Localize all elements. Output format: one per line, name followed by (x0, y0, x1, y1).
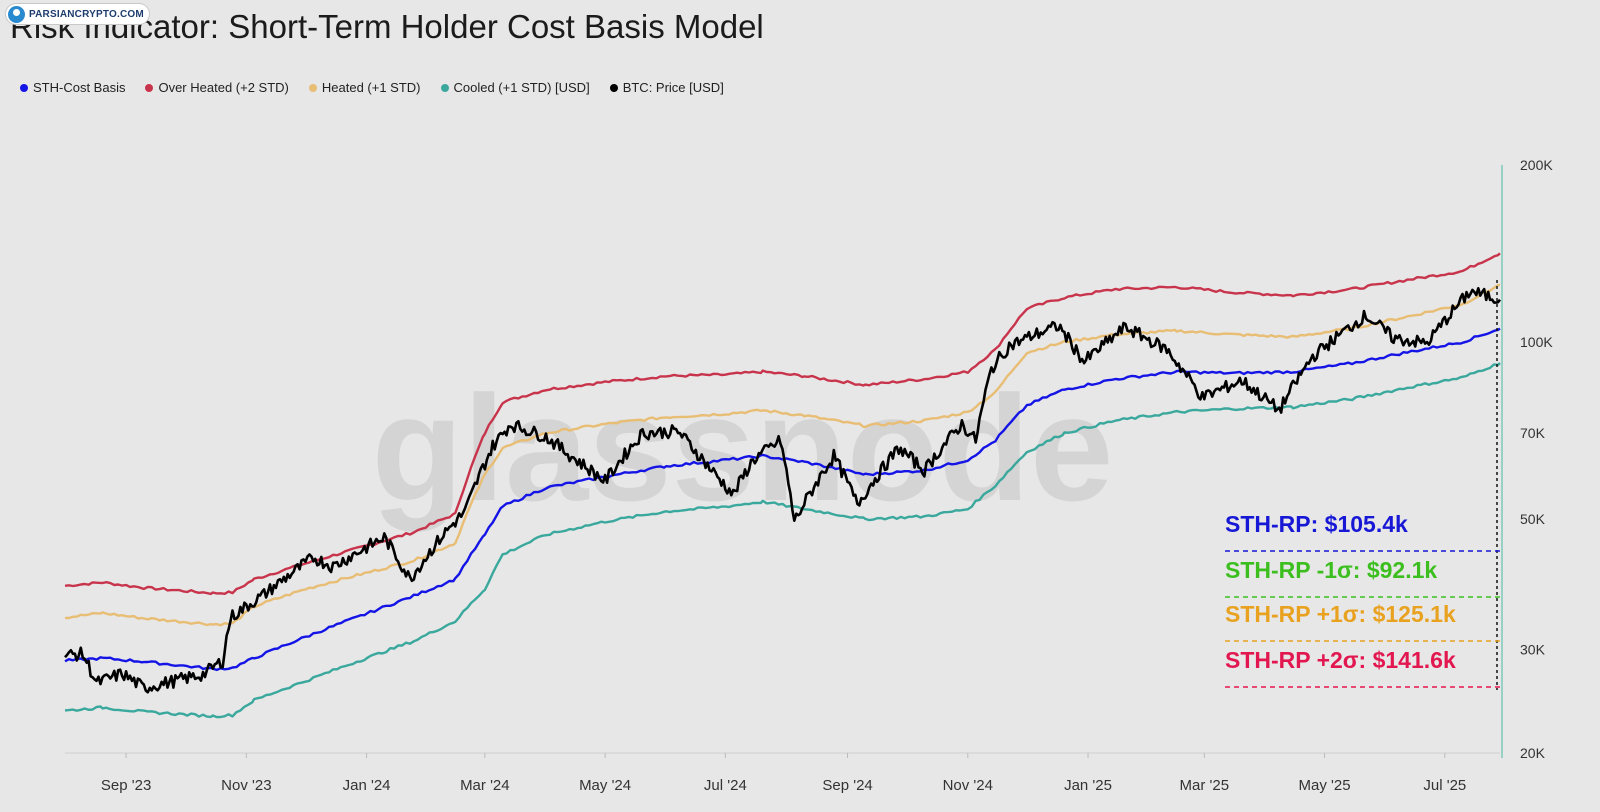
y-tick-label: 200K (1520, 157, 1553, 173)
x-tick-label: Nov '24 (943, 777, 993, 794)
brand-badge[interactable]: PARSIANCRYPTO.COM (6, 4, 149, 24)
legend-label: STH-Cost Basis (33, 80, 126, 95)
annotation-label: STH-RP +1σ: $125.1k (1225, 601, 1456, 627)
y-tick-label: 70K (1520, 425, 1546, 441)
legend-label: Cooled (+1 STD) [USD] (453, 80, 590, 95)
legend-item-over-heated[interactable]: Over Heated (+2 STD) (145, 80, 289, 95)
annotation-label: STH-RP: $105.4k (1225, 511, 1408, 537)
series-line-heated-1-std- (64, 283, 1501, 627)
series-line-sth-cost-basis (64, 327, 1501, 672)
y-tick-label: 50K (1520, 511, 1546, 527)
x-tick-label: Sep '23 (101, 777, 151, 794)
x-tick-label: Jul '24 (704, 777, 747, 794)
legend-dot-icon (145, 83, 154, 92)
x-tick-label: May '24 (579, 777, 631, 794)
x-tick-label: Nov '23 (221, 777, 271, 794)
watermark: glassnode (372, 364, 1114, 532)
legend-item-heated[interactable]: Heated (+1 STD) (308, 80, 421, 95)
annotation-label: STH-RP +2σ: $141.6k (1225, 647, 1456, 673)
legend-dot-icon (308, 83, 317, 92)
x-tick-label: Sep '24 (822, 777, 872, 794)
legend-item-sth-cost-basis[interactable]: STH-Cost Basis (20, 80, 125, 95)
series-line-cooled-1-std-usd- (64, 362, 1501, 719)
annotation-label: STH-RP -1σ: $92.1k (1225, 557, 1437, 583)
legend-item-btc-price[interactable]: BTC: Price [USD] (609, 80, 724, 95)
y-tick-label: 100K (1520, 334, 1553, 350)
x-tick-label: May '25 (1299, 777, 1351, 794)
legend-dot-icon (20, 83, 28, 92)
legend-label: Heated (+1 STD) (321, 80, 421, 95)
legend-label: BTC: Price [USD] (622, 80, 724, 95)
brand-logo-icon (8, 5, 25, 23)
y-tick-label: 20K (1520, 745, 1546, 761)
x-tick-label: Mar '25 (1180, 777, 1230, 794)
y-tick-label: 30K (1520, 641, 1546, 657)
legend-label: Over Heated (+2 STD) (158, 80, 289, 95)
series-line-btc-price-usd- (64, 287, 1502, 694)
legend-item-cooled[interactable]: Cooled (+1 STD) [USD] (440, 80, 590, 95)
brand-text: PARSIANCRYPTO.COM (29, 8, 144, 20)
legend-dot-icon (440, 83, 449, 92)
series-line-over-heated-2-std- (64, 252, 1501, 596)
x-tick-label: Jan '24 (343, 777, 391, 794)
legend: STH-Cost Basis Over Heated (+2 STD) Heat… (20, 80, 744, 95)
legend-dot-icon (609, 83, 618, 92)
x-tick-label: Jul '25 (1423, 777, 1466, 794)
x-tick-label: Jan '25 (1064, 777, 1112, 794)
x-tick-label: Mar '24 (460, 777, 510, 794)
